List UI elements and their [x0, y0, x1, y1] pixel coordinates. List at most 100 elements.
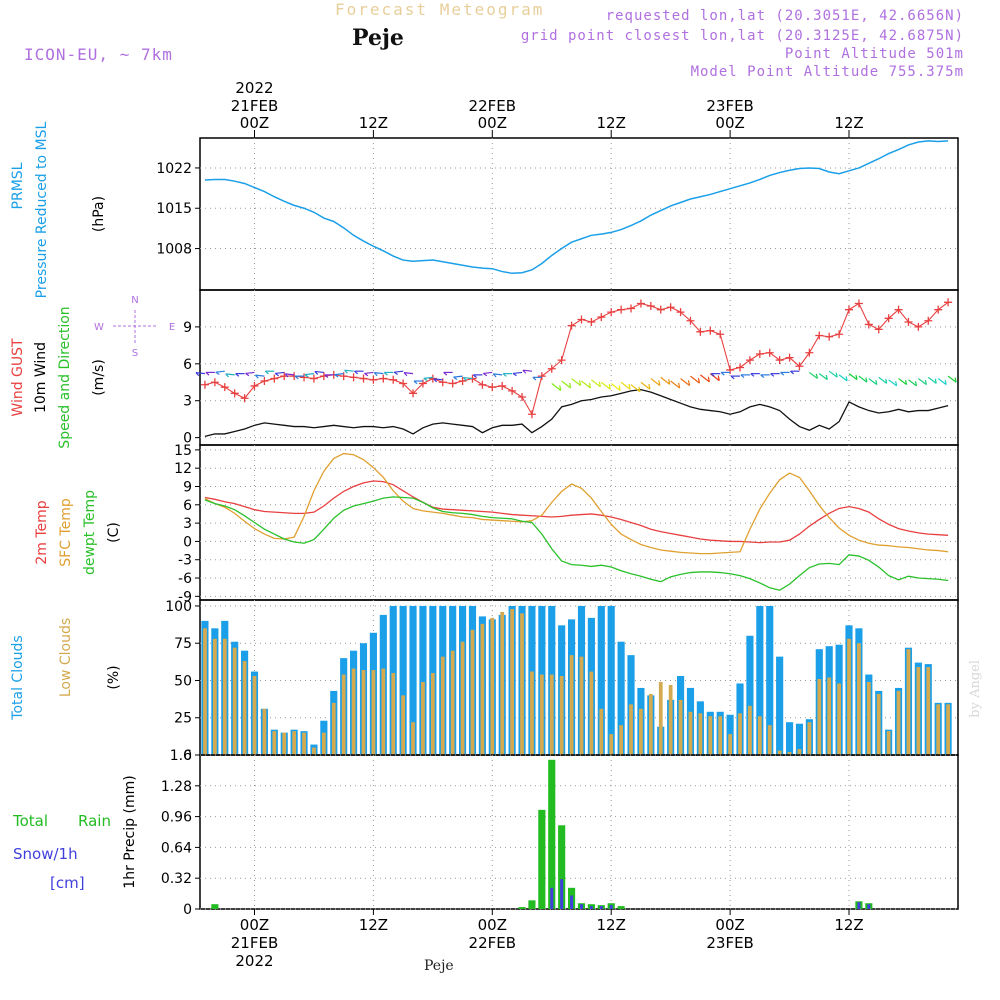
wind-barb [591, 379, 601, 388]
gust-marker [409, 389, 418, 398]
wind-barb [610, 383, 621, 391]
total_clouds-bar [785, 722, 794, 755]
gust-marker [518, 393, 527, 402]
snow-bar [599, 906, 603, 909]
snow-unit-label: [cm] [50, 874, 85, 892]
y-tick-label: 9 [183, 320, 192, 336]
gust-marker [676, 308, 685, 317]
wind-barb [433, 378, 443, 381]
bottom-year-label: 2022 [235, 952, 273, 970]
low_clouds-bar [371, 670, 376, 755]
wind-barb-head [697, 377, 701, 384]
wind-barb [493, 373, 503, 376]
wind-barb-head [225, 373, 229, 378]
gust-marker [577, 315, 586, 324]
bottom-time-label: 00Z [715, 916, 744, 934]
wind-barb-head [383, 371, 388, 376]
low_clouds-bar [490, 617, 495, 755]
wind-barb [195, 372, 206, 375]
wind-barb [364, 371, 374, 375]
gust-marker [210, 378, 219, 387]
gust-marker [498, 381, 507, 390]
wind-barb-head [205, 371, 210, 376]
gust-marker [527, 410, 536, 419]
low_clouds-bar [401, 695, 406, 755]
gust-marker [656, 305, 665, 314]
gust-label: Wind GUST [10, 338, 26, 417]
compass-s: S [132, 348, 138, 359]
total_clouds-bar [776, 656, 784, 755]
panel-frame [199, 444, 959, 601]
wind-barb-head [334, 374, 339, 378]
rain-bar [518, 907, 526, 909]
gust-marker [696, 327, 705, 336]
rain-bar [528, 900, 536, 909]
gust-marker [260, 377, 269, 386]
snow-label: Snow/1h [13, 845, 78, 863]
wind-barb-head [678, 382, 681, 389]
low_clouds-bar [500, 611, 505, 755]
low_clouds-bar [450, 650, 455, 755]
low_clouds-bar [728, 734, 732, 755]
wind-barb [878, 376, 888, 384]
low_clouds-bar [351, 668, 356, 755]
gust-marker [765, 348, 774, 357]
wind-barb-head [904, 379, 908, 385]
wind-barb [344, 369, 354, 372]
total_clouds-bar [399, 605, 407, 755]
rain-bar [617, 906, 625, 909]
wind-barb-head [482, 372, 488, 377]
low_clouds-bar [738, 713, 742, 755]
low_clouds-bar [302, 732, 306, 755]
low_clouds-bar [381, 668, 386, 755]
wind-barb [255, 374, 265, 377]
wind-barb-head [324, 374, 329, 379]
model-label: ICON-EU, ~ 7km [24, 45, 173, 64]
wind-barb [225, 373, 235, 376]
compass-n: N [131, 295, 138, 306]
low_clouds-bar [916, 667, 921, 755]
snow-bar [609, 905, 613, 909]
rain-bar [558, 825, 566, 909]
rain-bar [538, 809, 546, 909]
gust-marker [904, 317, 913, 326]
wind-barb [937, 378, 947, 386]
low_clouds-bar [272, 731, 277, 755]
wind-barb [838, 374, 848, 382]
y-tick-label: 100 [165, 599, 192, 615]
gust-marker [399, 379, 408, 388]
snow-bar [570, 895, 574, 909]
gust-marker [567, 321, 576, 330]
gust-marker [339, 372, 348, 381]
snow-bar [857, 902, 861, 909]
gust-marker [795, 362, 804, 371]
low_clouds-bar [203, 628, 207, 755]
gust-marker [914, 322, 923, 331]
gust-marker [557, 356, 566, 365]
gust-marker [854, 299, 863, 308]
wind-barb [334, 373, 344, 376]
wind-barb-head [658, 380, 661, 386]
gust-marker [250, 381, 259, 390]
low_clouds-bar [411, 722, 415, 755]
wind-barb-head [720, 371, 725, 376]
top-time-label: 12Z [834, 114, 863, 132]
wind-barb-head [344, 369, 348, 374]
wind-barb-head [875, 379, 878, 385]
compass-cross [113, 310, 157, 344]
snow-bar [589, 906, 593, 909]
low_clouds-bar [757, 716, 762, 755]
wind-barb [571, 378, 581, 387]
low_clouds-bar [896, 690, 901, 755]
wind-barb-head [770, 373, 775, 377]
bottom-time-label: 00Z [478, 916, 507, 934]
wind-barb-head [790, 370, 795, 375]
temp-unit: (C) [106, 522, 122, 543]
tsfc-line [204, 452, 949, 555]
low_clouds-bar [539, 674, 544, 755]
bottom-time-label: 12Z [834, 916, 863, 934]
wind-speed-line [204, 388, 949, 438]
wind-barb-head [569, 382, 572, 389]
wind-barb-head [195, 372, 200, 377]
